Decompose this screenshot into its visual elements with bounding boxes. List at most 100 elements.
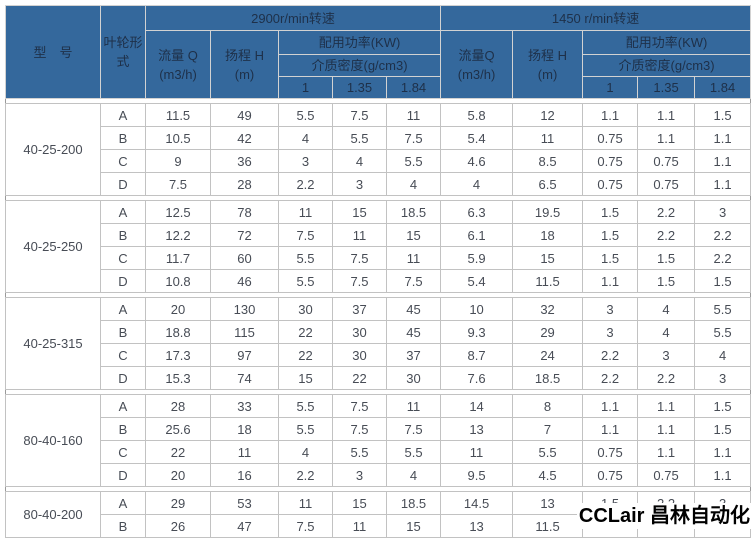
value-cell: 7.5 (332, 394, 387, 418)
value-cell: 1.1 (637, 440, 696, 464)
value-cell: 36 (210, 149, 279, 173)
value-cell: 2.2 (637, 200, 696, 224)
value-cell: 4 (332, 149, 387, 173)
value-cell: 7.5 (385, 126, 442, 150)
value-cell: 3 (582, 297, 639, 321)
value-cell: 4 (278, 440, 333, 464)
value-cell: 4 (440, 172, 514, 196)
value-cell: 4.6 (440, 149, 514, 173)
impeller-form-cell: C (100, 440, 146, 464)
value-cell: 22 (278, 320, 333, 344)
value-cell: 2.2 (637, 366, 696, 390)
value-cell: 15 (332, 200, 387, 224)
value-cell: 16 (210, 463, 279, 487)
impeller-form-cell: D (100, 366, 146, 390)
value-cell: 19.5 (512, 200, 584, 224)
value-cell: 13 (512, 491, 584, 515)
value-cell: 4 (385, 463, 442, 487)
value-cell: 11 (210, 440, 279, 464)
value-cell: 22 (332, 366, 387, 390)
value-cell: 9.3 (440, 320, 514, 344)
header-model: 型 号 (5, 5, 101, 99)
value-cell: 5.5 (385, 440, 442, 464)
value-cell: 60 (210, 246, 279, 270)
impeller-form-cell: A (100, 491, 146, 515)
model-cell: 80-40-200 (5, 491, 101, 538)
impeller-form-cell: B (100, 514, 146, 538)
value-cell: 15 (385, 514, 442, 538)
table-body: 40-25-200 A 11.5 49 5.5 7.5 11 5.8 12 1.1 1.1 1.5 B 1… (5, 98, 752, 538)
value-cell: 8 (512, 394, 584, 418)
value-cell: 97 (210, 343, 279, 367)
model-cell: 40-25-315 (5, 297, 101, 390)
value-cell: 130 (210, 297, 279, 321)
impeller-form-cell: D (100, 269, 146, 293)
value-cell: 29 (512, 320, 584, 344)
value-cell: 18 (210, 417, 279, 441)
impeller-form-cell: B (100, 126, 146, 150)
value-cell: 15 (385, 223, 442, 247)
value-cell: 15.3 (145, 366, 211, 390)
value-cell: 1.5 (582, 200, 639, 224)
value-cell: 7.5 (278, 514, 333, 538)
header-density-135-2900: 1.35 (332, 76, 387, 99)
impeller-form-cell: A (100, 200, 146, 224)
value-cell: 7.5 (385, 269, 442, 293)
value-cell: 33 (210, 394, 279, 418)
value-cell: 18.5 (385, 200, 442, 224)
value-cell: 1.5 (694, 103, 752, 127)
value-cell: 6.5 (512, 172, 584, 196)
value-cell: 18.8 (145, 320, 211, 344)
header-impeller-form: 叶轮形式 (100, 5, 146, 99)
value-cell: 11 (385, 394, 442, 418)
value-cell: 0.75 (582, 126, 639, 150)
value-cell: 5.5 (332, 440, 387, 464)
value-cell: 4 (694, 343, 752, 367)
value-cell: 3 (278, 149, 333, 173)
impeller-form-cell: A (100, 103, 146, 127)
impeller-form-cell: D (100, 463, 146, 487)
value-cell: 7.5 (385, 417, 442, 441)
value-cell: 1.1 (582, 103, 639, 127)
impeller-form-cell: A (100, 297, 146, 321)
value-cell: 22 (145, 440, 211, 464)
value-cell: 4 (637, 297, 696, 321)
value-cell: 13 (440, 514, 514, 538)
header-power-1450: 配用功率(KW) (582, 30, 752, 55)
model-cell: 40-25-200 (5, 103, 101, 196)
value-cell: 7.5 (332, 417, 387, 441)
impeller-form-cell: A (100, 394, 146, 418)
impeller-form-cell: B (100, 223, 146, 247)
table-row: B 10.5 42 4 5.5 7.5 5.4 11 0.75 1.1 1.1 (6, 126, 752, 150)
value-cell: 15 (332, 491, 387, 515)
value-cell: 45 (385, 297, 442, 321)
impeller-form-cell: C (100, 343, 146, 367)
value-cell: 15 (278, 366, 333, 390)
value-cell: 2.2 (694, 246, 752, 270)
value-cell: 8.5 (512, 149, 584, 173)
value-cell: 3 (694, 200, 752, 224)
value-cell: 11.5 (512, 514, 584, 538)
value-cell: 46 (210, 269, 279, 293)
table-row: D 7.5 28 2.2 3 4 4 6.5 0.75 0.75 1.1 (6, 172, 752, 196)
value-cell: 30 (278, 297, 333, 321)
value-cell: 7.5 (332, 246, 387, 270)
value-cell: 11 (332, 514, 387, 538)
value-cell: 8.7 (440, 343, 514, 367)
table-row: B 25.6 18 5.5 7.5 7.5 13 7 1.1 1.1 1.5 (6, 417, 752, 441)
model-cell: 40-25-250 (5, 200, 101, 293)
value-cell: 5.5 (385, 149, 442, 173)
value-cell: 5.5 (278, 417, 333, 441)
header-density-184-2900: 1.84 (385, 76, 442, 99)
value-cell: 45 (385, 320, 442, 344)
value-cell: 10.8 (145, 269, 211, 293)
value-cell: 53 (210, 491, 279, 515)
header-head-2900: 扬程 H (m) (210, 30, 279, 99)
value-cell: 3 (582, 320, 639, 344)
value-cell: 42 (210, 126, 279, 150)
value-cell: 28 (145, 394, 211, 418)
value-cell: 25.6 (145, 417, 211, 441)
value-cell: 74 (210, 366, 279, 390)
value-cell: 49 (210, 103, 279, 127)
header-density-2900: 介质密度(g/cm3) (277, 54, 442, 77)
